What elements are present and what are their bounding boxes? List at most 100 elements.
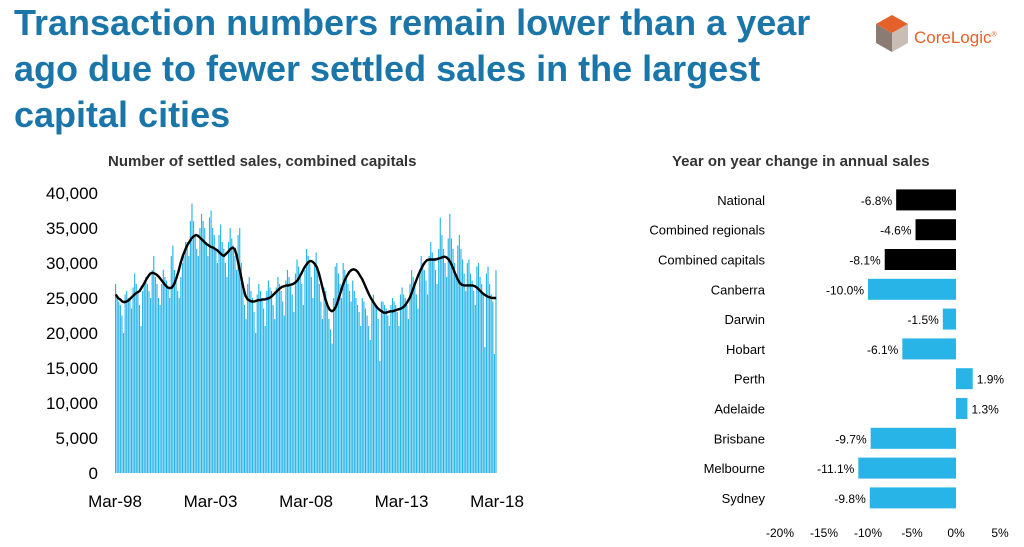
x-tick-label: -20% xyxy=(766,526,794,540)
sales-bar xyxy=(221,242,223,473)
sales-bar xyxy=(196,249,198,473)
sales-bar xyxy=(490,294,492,473)
sales-bar xyxy=(398,326,400,473)
corelogic-logo-text: CoreLogic® xyxy=(914,28,997,47)
sales-bar xyxy=(372,294,374,473)
sales-bar xyxy=(361,298,363,473)
sales-bar xyxy=(145,277,147,473)
sales-bar xyxy=(309,263,311,473)
sales-bar xyxy=(302,305,304,473)
sales-bar xyxy=(242,284,244,473)
sales-bar xyxy=(191,203,193,473)
sales-bar xyxy=(204,228,206,473)
sales-bar xyxy=(207,256,209,473)
sales-bar xyxy=(177,291,179,473)
sales-bar xyxy=(339,284,341,473)
sales-bar xyxy=(298,266,300,473)
yoy-bar xyxy=(884,249,956,270)
sales-bar xyxy=(326,305,328,473)
sales-bar xyxy=(363,301,365,473)
sales-bar xyxy=(267,280,269,473)
sales-bar xyxy=(468,259,470,473)
sales-bar xyxy=(142,291,144,473)
yoy-bar xyxy=(956,398,968,419)
sales-bar xyxy=(369,340,371,473)
sales-bar xyxy=(216,263,219,473)
x-tick-label: 5% xyxy=(991,526,1009,540)
yoy-data-label: -1.5% xyxy=(907,313,939,327)
sales-bar xyxy=(337,273,339,473)
sales-bar xyxy=(151,270,153,473)
sales-bar xyxy=(129,299,131,473)
yoy-data-label: 1.3% xyxy=(971,403,999,417)
y-tick-label: 30,000 xyxy=(46,254,98,273)
category-label: Brisbane xyxy=(714,431,765,446)
corelogic-logo-mark-icon xyxy=(876,15,908,52)
sales-bar xyxy=(146,284,148,473)
sales-bar xyxy=(388,326,390,473)
sales-bar xyxy=(325,291,327,473)
sales-bar xyxy=(481,284,483,473)
x-tick-label: Mar-98 xyxy=(88,492,142,511)
sales-bar xyxy=(419,270,421,473)
sales-bar xyxy=(403,294,405,473)
sales-bar xyxy=(189,221,191,473)
category-label: Melbourne xyxy=(704,461,765,476)
sales-bar xyxy=(237,235,239,473)
sales-bar xyxy=(401,287,403,473)
category-label: Hobart xyxy=(726,342,765,357)
sales-bar xyxy=(239,228,241,473)
sales-bar xyxy=(450,238,452,473)
x-tick-label: -5% xyxy=(901,526,923,540)
yoy-data-label: -6.8% xyxy=(861,194,893,208)
sales-bar xyxy=(414,284,416,473)
sales-bar xyxy=(485,273,488,473)
sales-bar xyxy=(159,305,161,473)
sales-bar xyxy=(119,305,121,473)
sales-bar xyxy=(261,298,263,473)
sales-bar xyxy=(192,221,195,473)
sales-bar xyxy=(477,263,480,473)
sales-bar xyxy=(380,301,382,473)
sales-bar xyxy=(167,287,169,473)
sales-bar xyxy=(476,266,478,473)
sales-bar xyxy=(452,249,454,473)
sales-bar xyxy=(229,228,231,473)
sales-bar xyxy=(282,301,284,473)
sales-bar xyxy=(170,256,172,473)
sales-bar xyxy=(240,263,242,473)
sales-bar xyxy=(377,319,379,473)
y-tick-label: 10,000 xyxy=(46,394,98,413)
sales-bar xyxy=(277,277,279,473)
sales-bar xyxy=(299,273,301,473)
sales-bar xyxy=(395,305,397,473)
sales-bar xyxy=(137,291,139,473)
sales-bar xyxy=(487,266,489,473)
y-tick-label: 15,000 xyxy=(46,359,98,378)
yoy-data-label: -11.1% xyxy=(817,462,854,476)
sales-bar xyxy=(165,280,168,473)
sales-bar xyxy=(342,263,344,473)
sales-bar xyxy=(127,298,129,473)
sales-bar xyxy=(352,280,354,473)
sales-bar xyxy=(143,280,145,473)
sales-bar xyxy=(283,315,285,473)
sales-bar xyxy=(121,315,123,473)
sales-bar xyxy=(465,291,467,473)
sales-bar xyxy=(275,287,277,473)
sales-bar xyxy=(366,315,368,473)
y-tick-label: 0 xyxy=(89,464,98,483)
sales-bar xyxy=(412,277,414,473)
sales-bar xyxy=(333,298,335,473)
corelogic-logo: CoreLogic® xyxy=(872,12,1022,56)
sales-bar xyxy=(228,242,230,473)
sales-bar xyxy=(255,333,257,473)
sales-bar xyxy=(463,273,465,473)
yoy-data-label: -9.7% xyxy=(835,432,867,446)
sales-bar xyxy=(169,298,171,473)
sales-bar xyxy=(495,270,497,473)
sales-bar xyxy=(422,263,424,473)
sales-bar xyxy=(218,235,220,473)
